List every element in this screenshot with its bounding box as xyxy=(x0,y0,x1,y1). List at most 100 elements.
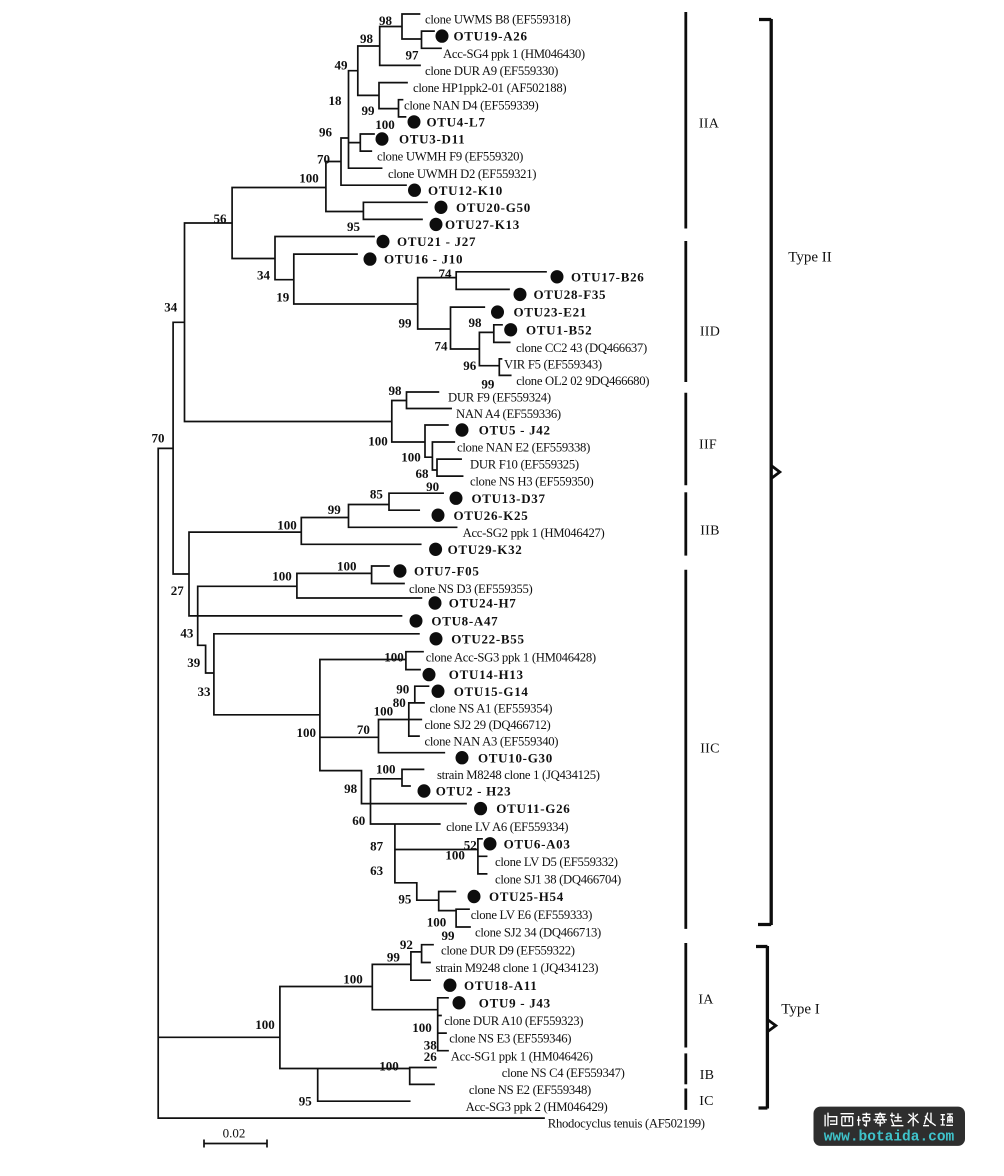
svg-text:clone UWMH D2 (EF559321): clone UWMH D2 (EF559321) xyxy=(388,167,536,181)
svg-text:strain M8248 clone 1 (JQ434125: strain M8248 clone 1 (JQ434125) xyxy=(437,768,600,782)
svg-text:OTU23-E21: OTU23-E21 xyxy=(514,305,587,320)
svg-text:clone LV A6 (EF559334): clone LV A6 (EF559334) xyxy=(446,820,568,834)
svg-text:clone OL2 02 9DQ466680): clone OL2 02 9DQ466680) xyxy=(516,374,649,388)
svg-text:100: 100 xyxy=(412,1020,432,1035)
svg-text:clone SJ2 34 (DQ466713): clone SJ2 34 (DQ466713) xyxy=(475,926,601,940)
svg-text:OTU22-B55: OTU22-B55 xyxy=(451,631,524,646)
svg-text:99: 99 xyxy=(481,377,495,392)
svg-text:OTU19-A26: OTU19-A26 xyxy=(454,29,528,44)
svg-text:OTU9 - J43: OTU9 - J43 xyxy=(479,995,551,1010)
svg-text:96: 96 xyxy=(463,358,477,373)
svg-text:OTU17-B26: OTU17-B26 xyxy=(571,269,644,284)
svg-text:clone Acc-SG3 ppk 1 (HM046428): clone Acc-SG3 ppk 1 (HM046428) xyxy=(426,650,596,664)
svg-text:38: 38 xyxy=(424,1037,438,1052)
svg-text:92: 92 xyxy=(400,937,413,952)
svg-text:100: 100 xyxy=(299,170,319,185)
svg-text:OTU28-F35: OTU28-F35 xyxy=(534,287,607,302)
svg-text:clone NS H3 (EF559350): clone NS H3 (EF559350) xyxy=(470,475,594,489)
svg-text:OTU21 - J27: OTU21 - J27 xyxy=(397,234,476,249)
svg-text:33: 33 xyxy=(198,684,212,699)
svg-text:18: 18 xyxy=(329,93,343,108)
svg-text:98: 98 xyxy=(469,315,483,330)
svg-text:clone DUR D9 (EF559322): clone DUR D9 (EF559322) xyxy=(441,943,575,957)
svg-text:43: 43 xyxy=(180,625,194,640)
svg-text:clone LV E6 (EF559333): clone LV E6 (EF559333) xyxy=(471,908,592,922)
svg-text:85: 85 xyxy=(370,487,384,502)
svg-text:Acc-SG1 ppk 1 (HM046426): Acc-SG1 ppk 1 (HM046426) xyxy=(451,1049,593,1063)
svg-text:DUR F10 (EF559325): DUR F10 (EF559325) xyxy=(470,458,579,472)
svg-text:OTU5 - J42: OTU5 - J42 xyxy=(479,423,551,438)
svg-text:clone LV D5 (EF559332): clone LV D5 (EF559332) xyxy=(495,855,618,869)
svg-text:Acc-SG2 ppk 1 (HM046427): Acc-SG2 ppk 1 (HM046427) xyxy=(463,526,605,540)
svg-text:strain M9248 clone 1 (JQ434123: strain M9248 clone 1 (JQ434123) xyxy=(436,961,599,975)
svg-text:IIB: IIB xyxy=(700,524,720,539)
svg-text:100: 100 xyxy=(376,762,396,777)
svg-text:OTU6-A03: OTU6-A03 xyxy=(504,836,571,851)
svg-text:OTU15-G14: OTU15-G14 xyxy=(454,684,529,699)
svg-text:0.02: 0.02 xyxy=(223,1126,246,1141)
svg-text:OTU4-L7: OTU4-L7 xyxy=(427,115,486,130)
svg-text:19: 19 xyxy=(276,290,290,305)
svg-text:clone NS C4 (EF559347): clone NS C4 (EF559347) xyxy=(502,1066,625,1080)
svg-text:49: 49 xyxy=(335,57,349,72)
svg-text:98: 98 xyxy=(360,31,374,46)
svg-text:74: 74 xyxy=(439,266,453,281)
svg-text:56: 56 xyxy=(214,211,228,226)
svg-text:OTU13-D37: OTU13-D37 xyxy=(472,491,546,506)
svg-text:IIF: IIF xyxy=(699,438,717,453)
svg-text:IA: IA xyxy=(698,993,714,1008)
svg-text:98: 98 xyxy=(379,13,393,28)
svg-text:100: 100 xyxy=(445,847,465,862)
svg-text:100: 100 xyxy=(401,449,421,464)
svg-text:34: 34 xyxy=(164,299,178,314)
svg-text:99: 99 xyxy=(328,502,342,517)
svg-text:VIR F5 (EF559343): VIR F5 (EF559343) xyxy=(504,358,602,372)
svg-text:100: 100 xyxy=(374,703,394,718)
svg-text:99: 99 xyxy=(362,103,376,118)
svg-text:70: 70 xyxy=(317,151,330,166)
svg-text:98: 98 xyxy=(389,383,403,398)
svg-text:100: 100 xyxy=(384,650,404,665)
svg-text:100: 100 xyxy=(272,569,292,584)
svg-text:100: 100 xyxy=(337,559,357,574)
svg-text:OTU25-H54: OTU25-H54 xyxy=(489,889,564,904)
svg-text:clone CC2 43 (DQ466637): clone CC2 43 (DQ466637) xyxy=(516,341,647,355)
svg-text:Type I: Type I xyxy=(781,1002,820,1018)
svg-text:OTU27-K13: OTU27-K13 xyxy=(445,217,520,232)
svg-text:clone DUR A10 (EF559323): clone DUR A10 (EF559323) xyxy=(444,1014,583,1028)
svg-text:90: 90 xyxy=(396,682,409,697)
svg-text:OTU7-F05: OTU7-F05 xyxy=(414,564,480,579)
svg-text:68: 68 xyxy=(416,466,430,481)
svg-text:NAN A4 (EF559336): NAN A4 (EF559336) xyxy=(456,407,561,421)
svg-text:clone NAN D4 (EF559339): clone NAN D4 (EF559339) xyxy=(404,98,538,112)
svg-text:70: 70 xyxy=(152,430,165,445)
svg-text:DUR F9 (EF559324): DUR F9 (EF559324) xyxy=(448,391,551,405)
svg-text:www.botaida.com: www.botaida.com xyxy=(824,1129,955,1145)
svg-text:clone NS E3 (EF559346): clone NS E3 (EF559346) xyxy=(449,1032,571,1046)
svg-text:clone UWMH F9 (EF559320): clone UWMH F9 (EF559320) xyxy=(377,150,523,164)
svg-text:97: 97 xyxy=(406,47,420,62)
svg-text:80: 80 xyxy=(393,695,406,710)
svg-text:clone SJ2 29 (DQ466712): clone SJ2 29 (DQ466712) xyxy=(425,718,551,732)
svg-text:52: 52 xyxy=(464,838,477,853)
svg-text:100: 100 xyxy=(427,914,447,929)
svg-text:26: 26 xyxy=(424,1049,438,1064)
svg-text:OTU14-H13: OTU14-H13 xyxy=(449,667,524,682)
svg-text:98: 98 xyxy=(344,781,358,796)
svg-text:OTU1-B52: OTU1-B52 xyxy=(526,322,592,337)
svg-text:clone DUR A9 (EF559330): clone DUR A9 (EF559330) xyxy=(425,64,558,78)
svg-text:39: 39 xyxy=(187,655,201,670)
svg-text:100: 100 xyxy=(255,1017,275,1032)
svg-text:clone NS D3 (EF559355): clone NS D3 (EF559355) xyxy=(409,582,533,596)
svg-text:100: 100 xyxy=(375,117,395,132)
svg-text:clone NAN A3 (EF559340): clone NAN A3 (EF559340) xyxy=(425,735,559,749)
svg-text:100: 100 xyxy=(297,725,317,740)
svg-text:100: 100 xyxy=(368,433,388,448)
svg-text:clone NAN E2 (EF559338): clone NAN E2 (EF559338) xyxy=(457,441,590,455)
svg-text:clone UWMS B8 (EF559318): clone UWMS B8 (EF559318) xyxy=(425,13,570,27)
svg-text:63: 63 xyxy=(370,863,384,878)
svg-text:OTU3-D11: OTU3-D11 xyxy=(399,132,465,147)
svg-text:100: 100 xyxy=(379,1058,399,1073)
svg-text:90: 90 xyxy=(426,479,439,494)
svg-text:87: 87 xyxy=(370,839,384,854)
